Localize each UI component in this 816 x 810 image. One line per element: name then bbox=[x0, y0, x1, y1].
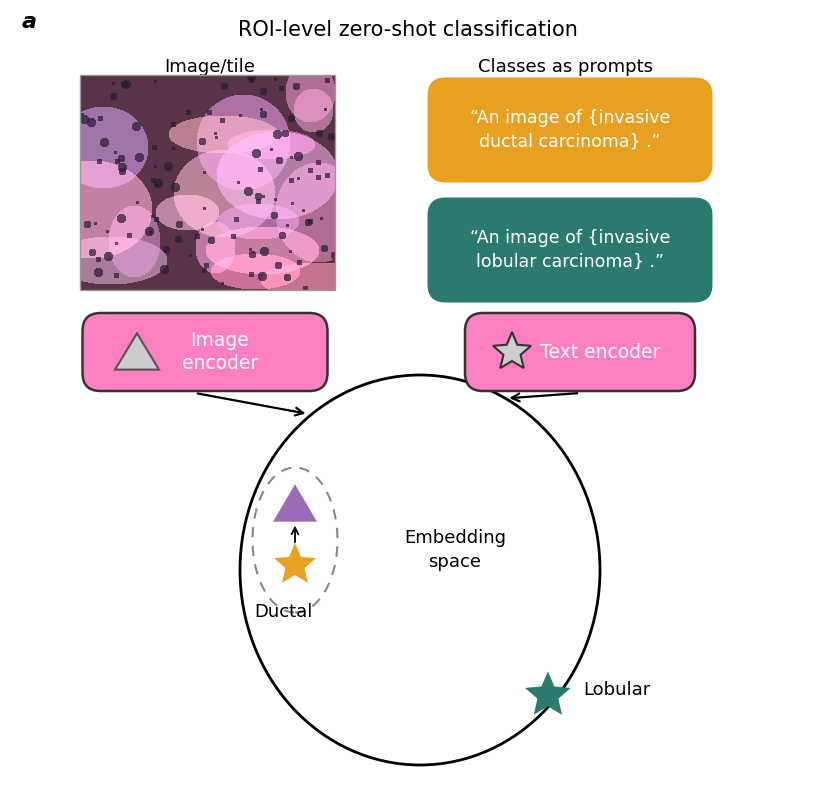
Text: Text encoder: Text encoder bbox=[540, 343, 660, 361]
Text: a: a bbox=[22, 12, 37, 32]
Text: Embedding
space: Embedding space bbox=[404, 529, 506, 571]
Polygon shape bbox=[115, 333, 159, 369]
Polygon shape bbox=[493, 332, 531, 369]
Text: Classes as prompts: Classes as prompts bbox=[477, 58, 653, 76]
Polygon shape bbox=[273, 484, 317, 522]
FancyBboxPatch shape bbox=[82, 313, 327, 391]
FancyBboxPatch shape bbox=[428, 78, 712, 182]
FancyBboxPatch shape bbox=[428, 198, 712, 302]
Text: Ductal: Ductal bbox=[254, 603, 313, 621]
Text: “An image of {invasive
lobular carcinoma} .”: “An image of {invasive lobular carcinoma… bbox=[470, 229, 670, 271]
Bar bbox=[80, 75, 335, 290]
FancyBboxPatch shape bbox=[465, 313, 695, 391]
Polygon shape bbox=[274, 543, 316, 583]
Text: “An image of {invasive
ductal carcinoma} .”: “An image of {invasive ductal carcinoma}… bbox=[470, 109, 670, 151]
Text: Image/tile: Image/tile bbox=[165, 58, 255, 76]
Text: Lobular: Lobular bbox=[583, 681, 650, 699]
Text: ROI-level zero-shot classification: ROI-level zero-shot classification bbox=[238, 20, 578, 40]
Text: Image
encoder: Image encoder bbox=[182, 330, 258, 373]
Polygon shape bbox=[525, 671, 570, 714]
